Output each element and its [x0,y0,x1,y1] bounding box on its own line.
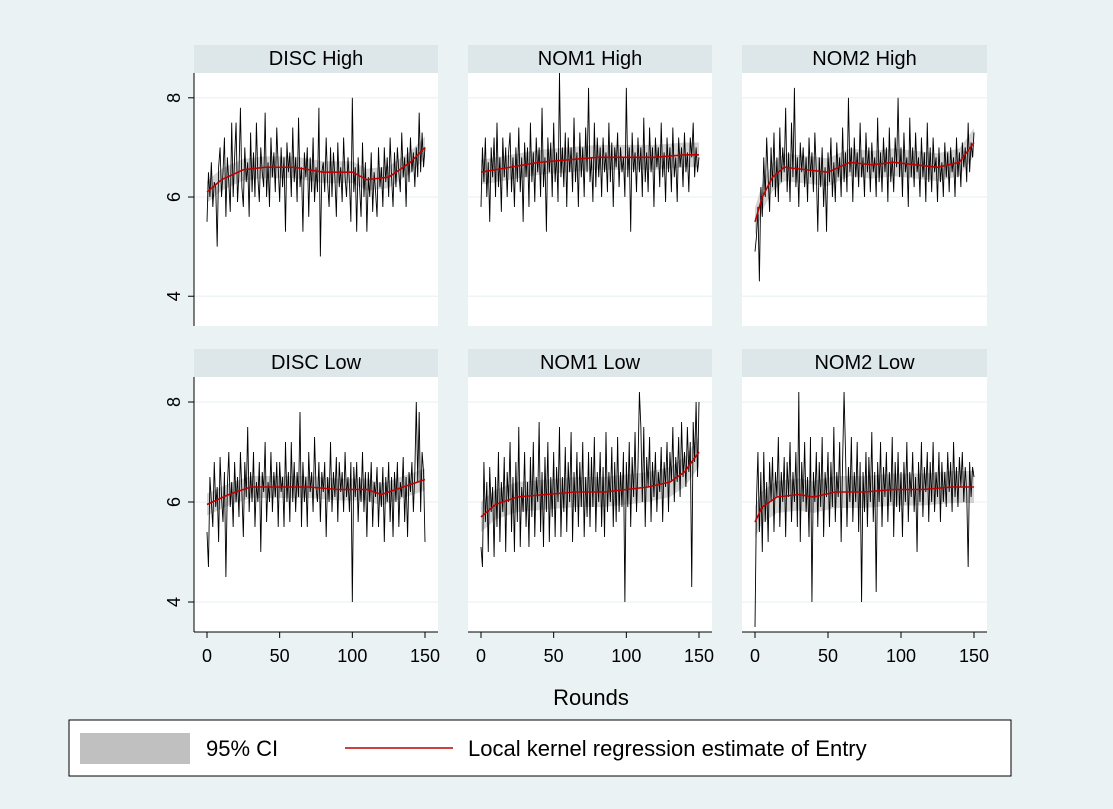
panel-4: NOM1 Low [468,349,712,632]
raw-series-line [754,87,975,282]
x-tick-label: 50 [818,646,838,666]
panel-2: NOM2 High [742,45,987,326]
x-tick-label: 50 [270,646,290,666]
fit-line [206,146,426,193]
plot-area [742,73,987,326]
raw-series-line [206,97,426,257]
panel-title: NOM2 Low [814,352,915,374]
y-tick-label: 4 [164,291,184,301]
x-tick-label: 0 [476,646,486,666]
x-tick-label: 100 [337,646,367,666]
panel-header [468,45,712,73]
legend-swatch-ci [80,733,190,764]
panel-3: DISC Low [194,349,438,632]
x-tick-label: 150 [684,646,714,666]
y-tick-label: 6 [164,497,184,507]
panel-header [194,45,438,73]
x-tick-label: 100 [611,646,641,666]
x-tick-label: 50 [544,646,564,666]
plot-area [194,73,438,326]
panel-title: NOM2 High [812,48,916,70]
panel-header [468,349,712,377]
panel-1: NOM1 High [468,45,712,326]
panel-5: NOM2 Low [742,349,987,632]
panel-grid: DISC High NOM1 High NOM2 High DISC Low NOM1 … [194,45,987,632]
y-tick-label: 8 [164,397,184,407]
x-axis-title: Rounds [553,685,629,710]
x-tick-label: 100 [886,646,916,666]
legend-label-fit: Local kernel regression estimate of Entr… [468,736,867,761]
ci-band [755,128,974,236]
raw-series-line [754,391,975,628]
panel-title: DISC Low [271,352,362,374]
legend: 95% CI Local kernel regression estimate … [68,719,1012,777]
y-tick-label: 6 [164,192,184,202]
panel-0: DISC High [194,45,438,326]
fit-line [480,451,700,518]
x-tick-label: 150 [959,646,989,666]
x-tick-label: 0 [750,646,760,666]
fit-line [480,154,699,174]
legend-box [68,719,1012,777]
panel-header [194,349,438,377]
fit-line [754,141,975,223]
raw-series-line [480,72,700,232]
legend-label-ci: 95% CI [206,736,278,761]
panel-title: NOM1 Low [540,352,641,374]
panel-header [742,349,987,377]
x-tick-label: 150 [410,646,440,666]
fit-line [206,478,426,506]
raw-series-line [480,391,700,603]
plot-area [194,377,438,632]
x-tick-label: 0 [202,646,212,666]
panel-title: DISC High [269,48,363,70]
panel-title: NOM1 High [538,48,642,70]
panel-header [742,45,987,73]
plot-area [468,73,712,326]
y-tick-label: 8 [164,93,184,103]
axes-layer: 4 6 8 4 6 8 0 50 100 150 0 50 100 150 0 50 100 150 [164,73,989,666]
fit-line [754,486,974,523]
y-tick-label: 4 [164,597,184,607]
